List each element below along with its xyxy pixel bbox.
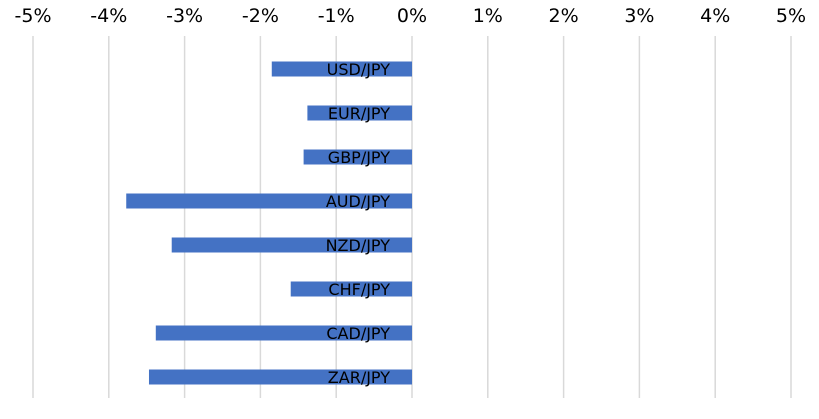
x-tick-label: 3% [624,5,654,27]
x-axis-tick-labels: -5% -4% -3% -2% -1% 0% 1% 2% 3% 4% 5% [15,5,807,27]
x-tick-label: 5% [776,5,806,27]
category-label: CAD/JPY [326,324,390,343]
x-tick-label: -3% [166,5,203,27]
bar-zar-jpy [148,369,412,385]
x-tick-label: -2% [242,5,279,27]
category-labels: USD/JPY EUR/JPY GBP/JPY AUD/JPY NZD/JPY CHF/J… [326,60,391,387]
bar-cad-jpy [155,325,412,341]
bar-gbp-jpy [303,149,412,165]
bars [126,61,412,385]
bar-usd-jpy [271,61,412,77]
x-tick-label: 4% [700,5,730,27]
x-tick-label: 2% [549,5,579,27]
x-tick-label: -5% [15,5,52,27]
category-label: USD/JPY [327,60,391,79]
category-label: AUD/JPY [326,192,390,211]
x-tick-label: 0% [397,5,427,27]
category-label: NZD/JPY [326,236,391,255]
bar-aud-jpy [126,193,412,209]
x-tick-label: -1% [318,5,355,27]
bar-eur-jpy [307,105,412,121]
gridlines [32,36,792,398]
category-label: CHF/JPY [328,280,390,299]
bar-chf-jpy [290,281,412,297]
x-tick-label: -4% [90,5,127,27]
category-label: ZAR/JPY [328,368,390,387]
bar-nzd-jpy [171,237,412,253]
x-tick-label: 1% [473,5,503,27]
category-label: EUR/JPY [328,104,390,123]
category-label: GBP/JPY [328,148,390,167]
